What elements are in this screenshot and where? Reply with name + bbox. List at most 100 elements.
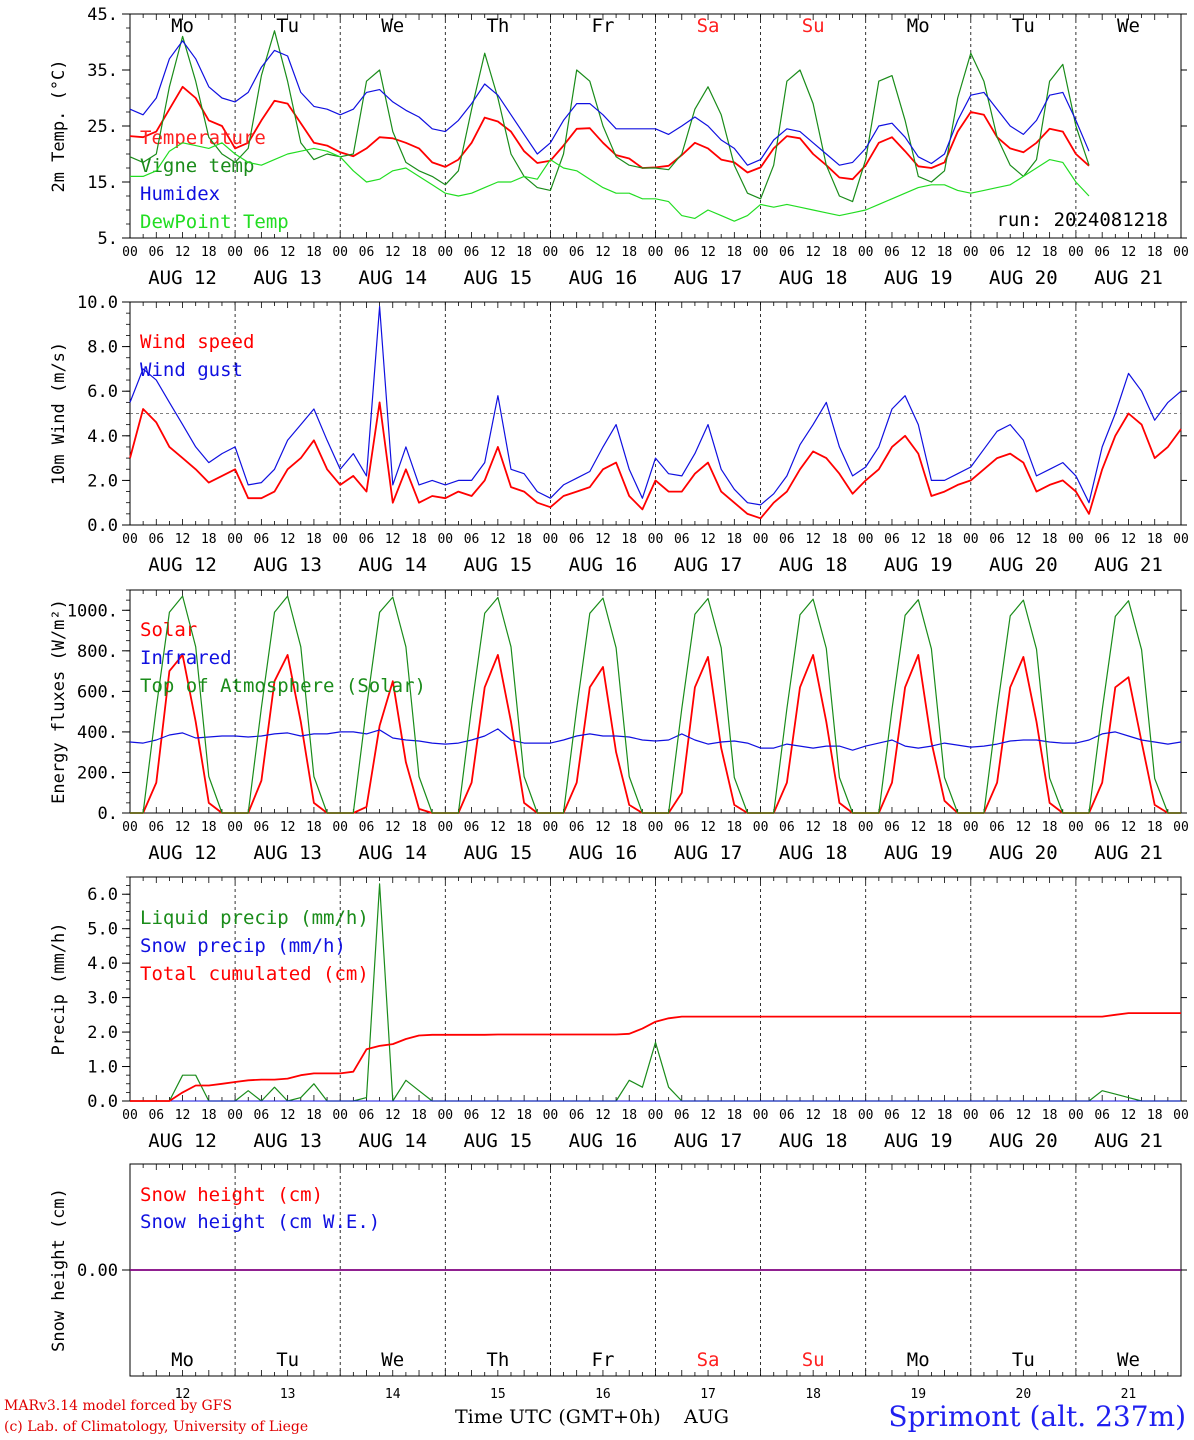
y-tick-label: 4.0	[87, 427, 118, 447]
hour-tick-label: 00	[543, 1108, 559, 1123]
hour-tick-label: 00	[753, 820, 769, 835]
legend-entry: Top of Atmosphere (Solar)	[140, 675, 426, 697]
hour-tick-label: 00	[1068, 1108, 1084, 1123]
date-label: AUG 15	[464, 554, 533, 576]
hour-tick-label: 12	[385, 532, 401, 547]
weekday-label: We	[381, 1349, 404, 1371]
y-tick-label: 25.	[87, 117, 118, 137]
hour-tick-label: 18	[306, 1108, 322, 1123]
y-tick-label: 10.0	[77, 293, 118, 313]
series-line-temperature	[129, 85, 1090, 181]
weekday-label: Mo	[171, 1349, 194, 1371]
hour-tick-label: 18	[621, 1108, 637, 1123]
day-number: 17	[700, 1387, 716, 1402]
hour-tick-label: 06	[884, 532, 900, 547]
hour-tick-label: 06	[1094, 1108, 1110, 1123]
date-label: AUG 19	[884, 1130, 953, 1152]
hour-tick-label: 18	[1042, 1108, 1058, 1123]
hour-tick-label: 12	[1016, 532, 1032, 547]
day-number: 14	[385, 1387, 401, 1402]
hour-tick-label: 12	[385, 1108, 401, 1123]
panel-frame	[129, 589, 1182, 814]
hour-tick-label: 12	[1121, 245, 1137, 260]
date-label: AUG 20	[989, 1130, 1058, 1152]
hour-tick-label: 12	[910, 245, 926, 260]
hour-tick-label: 18	[516, 532, 532, 547]
hour-tick-label: 18	[621, 820, 637, 835]
weekday-label: Su	[802, 15, 825, 37]
y-tick-label: 15.	[87, 173, 118, 193]
hour-tick-label: 00	[227, 532, 243, 547]
hour-tick-label: 12	[805, 820, 821, 835]
hour-tick-label: 18	[937, 1108, 953, 1123]
day-number: 21	[1121, 1387, 1137, 1402]
y-axis-label: Snow height (cm)	[49, 1188, 69, 1352]
legend-entry: Wind speed	[140, 331, 254, 353]
hour-tick-label: 12	[280, 1108, 296, 1123]
hour-tick-label: 06	[148, 245, 164, 260]
date-label: AUG 16	[569, 554, 638, 576]
weekday-label: Th	[486, 15, 509, 37]
hour-tick-label: 00	[437, 1108, 453, 1123]
hour-tick-label: 18	[306, 245, 322, 260]
hour-tick-label: 06	[148, 532, 164, 547]
hour-tick-label: 00	[122, 1108, 138, 1123]
series-line-humidex	[129, 40, 1090, 166]
hour-tick-label: 12	[490, 1108, 506, 1123]
hour-tick-label: 06	[989, 532, 1005, 547]
month-label: AUG	[684, 1406, 729, 1428]
hour-tick-label: 12	[175, 532, 191, 547]
hour-tick-label: 06	[464, 820, 480, 835]
hour-tick-label: 18	[726, 245, 742, 260]
hour-tick-label: 00	[437, 532, 453, 547]
y-tick-label: 200.	[77, 763, 118, 783]
weekday-label: Fr	[592, 1349, 615, 1371]
series-line-dewpoint-temp	[130, 142, 1090, 222]
date-label: AUG 12	[148, 842, 217, 864]
legend-entry: Temperature	[140, 127, 266, 149]
hour-tick-label: 12	[490, 820, 506, 835]
date-label: AUG 17	[674, 267, 743, 289]
hour-tick-label: 06	[569, 532, 585, 547]
hour-tick-label: 06	[148, 1108, 164, 1123]
date-label: AUG 15	[464, 842, 533, 864]
date-label: AUG 13	[253, 554, 322, 576]
weekday-label: Tu	[276, 1349, 299, 1371]
hour-tick-label: 18	[726, 1108, 742, 1123]
hour-tick-label: 12	[280, 532, 296, 547]
hour-tick-label: 18	[937, 245, 953, 260]
y-tick-label: 35.	[87, 61, 118, 81]
date-label: AUG 16	[569, 842, 638, 864]
hour-tick-label: 18	[832, 820, 848, 835]
hour-tick-label: 00	[858, 1108, 874, 1123]
hour-tick-label: 06	[989, 1108, 1005, 1123]
date-label: AUG 18	[779, 554, 848, 576]
hour-tick-label: 06	[359, 1108, 375, 1123]
date-label: AUG 18	[779, 267, 848, 289]
hour-tick-label: 06	[254, 245, 270, 260]
hour-tick-label: 00	[332, 1108, 348, 1123]
series-line-wind-speed	[129, 401, 1182, 520]
weekday-label: Tu	[276, 15, 299, 37]
hour-tick-label: 00	[332, 245, 348, 260]
run-label: run: 2024081218	[996, 209, 1168, 231]
weekday-label: Th	[486, 1349, 509, 1371]
y-tick-label: 0.0	[87, 1092, 118, 1112]
hour-tick-label: 12	[490, 245, 506, 260]
hour-tick-label: 18	[621, 245, 637, 260]
hour-tick-label: 00	[963, 1108, 979, 1123]
y-tick-label: 8.0	[87, 338, 118, 358]
hour-tick-label: 12	[175, 820, 191, 835]
day-number: 12	[175, 1387, 191, 1402]
weekday-label: Fr	[592, 15, 615, 37]
hour-tick-label: 18	[726, 532, 742, 547]
hour-tick-label: 12	[1121, 820, 1137, 835]
hour-tick-label: 06	[254, 1108, 270, 1123]
hour-tick-label: 18	[1147, 1108, 1163, 1123]
hour-tick-label: 00	[753, 1108, 769, 1123]
hour-tick-label: 12	[490, 532, 506, 547]
hour-tick-label: 00	[963, 820, 979, 835]
legend-entry: Liquid precip (mm/h)	[140, 907, 369, 929]
legend-entry: Snow height (cm)	[140, 1184, 323, 1206]
hour-tick-label: 06	[884, 1108, 900, 1123]
